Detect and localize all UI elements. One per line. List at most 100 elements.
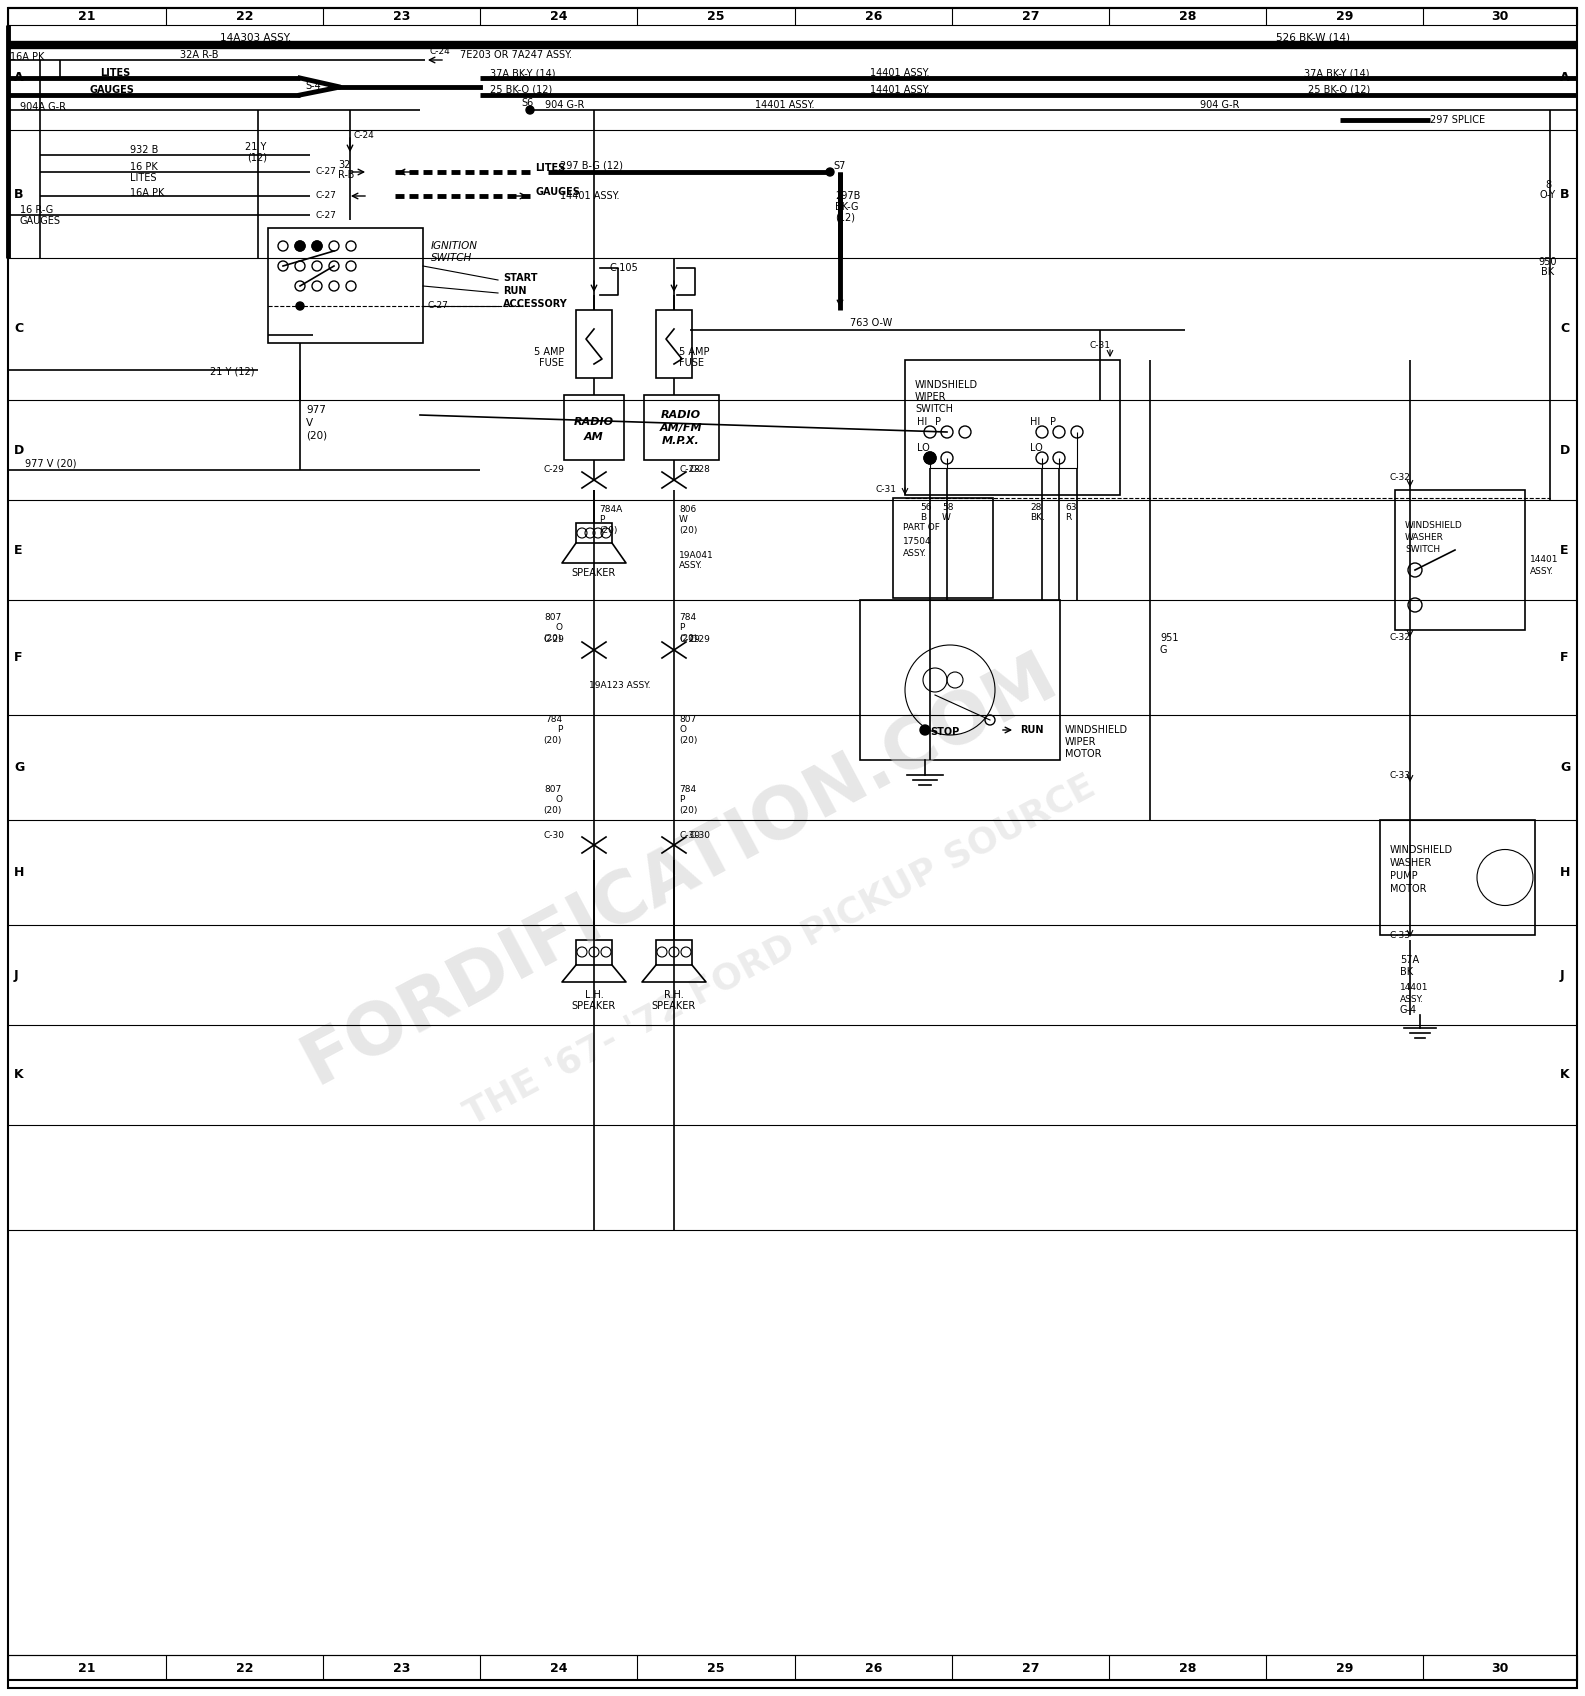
Bar bbox=[656, 940, 693, 965]
Text: 24: 24 bbox=[550, 1662, 567, 1674]
Text: LITES: LITES bbox=[100, 68, 130, 78]
Text: SPEAKER: SPEAKER bbox=[651, 1001, 696, 1011]
Text: R-B: R-B bbox=[338, 170, 355, 180]
Text: BK.: BK. bbox=[1030, 514, 1045, 522]
Text: 807: 807 bbox=[678, 716, 696, 724]
Text: 56: 56 bbox=[919, 504, 932, 512]
Text: R: R bbox=[1065, 514, 1071, 522]
Text: E: E bbox=[1560, 543, 1569, 556]
Bar bbox=[892, 499, 992, 599]
Text: C-29: C-29 bbox=[544, 636, 564, 644]
Text: (20): (20) bbox=[678, 634, 697, 643]
Text: 29: 29 bbox=[1336, 1662, 1354, 1674]
Text: 7E203 OR 7A247 ASSY.: 7E203 OR 7A247 ASSY. bbox=[460, 49, 572, 59]
Text: RADIO: RADIO bbox=[661, 410, 701, 421]
Text: FUSE: FUSE bbox=[678, 358, 704, 368]
Text: (20): (20) bbox=[544, 736, 563, 745]
Text: 58: 58 bbox=[941, 504, 954, 512]
Text: S-4: S-4 bbox=[304, 81, 320, 92]
Text: G: G bbox=[14, 762, 24, 773]
Text: 27: 27 bbox=[1022, 10, 1040, 22]
Text: LO: LO bbox=[1030, 443, 1043, 453]
Text: O: O bbox=[555, 795, 563, 804]
Text: 25 BK-O (12): 25 BK-O (12) bbox=[1308, 85, 1369, 95]
Text: 806: 806 bbox=[678, 505, 696, 514]
Text: 763 O-W: 763 O-W bbox=[850, 319, 892, 327]
Text: H: H bbox=[1560, 867, 1571, 879]
Circle shape bbox=[826, 168, 834, 176]
Text: BK: BK bbox=[1542, 266, 1555, 276]
Text: 30: 30 bbox=[1491, 1662, 1509, 1674]
Bar bbox=[1381, 819, 1534, 934]
Text: K: K bbox=[14, 1068, 24, 1082]
Text: 29: 29 bbox=[1336, 10, 1354, 22]
Text: BK-G: BK-G bbox=[835, 202, 859, 212]
Text: BK: BK bbox=[1400, 967, 1414, 977]
Text: (12): (12) bbox=[835, 214, 854, 222]
Text: WINDSHIELD: WINDSHIELD bbox=[1404, 521, 1463, 529]
Text: C-31: C-31 bbox=[1090, 341, 1111, 349]
Text: 977: 977 bbox=[306, 405, 327, 416]
Text: C-33: C-33 bbox=[1390, 931, 1411, 940]
Text: F: F bbox=[14, 651, 22, 665]
Text: K: K bbox=[1560, 1068, 1569, 1082]
Text: 5 AMP: 5 AMP bbox=[534, 348, 564, 356]
Text: 26: 26 bbox=[865, 1662, 883, 1674]
Text: SWITCH: SWITCH bbox=[431, 253, 472, 263]
Text: C: C bbox=[1560, 322, 1569, 336]
Text: GAUGES: GAUGES bbox=[90, 85, 135, 95]
Text: ACCESSORY: ACCESSORY bbox=[502, 298, 567, 309]
Text: 21 Y: 21 Y bbox=[246, 142, 266, 153]
Text: LO: LO bbox=[918, 443, 930, 453]
Text: FORDIFICATION.COM: FORDIFICATION.COM bbox=[292, 641, 1068, 1099]
Text: WINDSHIELD: WINDSHIELD bbox=[1390, 845, 1453, 855]
Text: P: P bbox=[678, 624, 685, 633]
Text: C-28: C-28 bbox=[678, 465, 701, 475]
Text: G: G bbox=[1560, 762, 1571, 773]
Bar bbox=[905, 360, 1121, 495]
Text: C-27: C-27 bbox=[315, 210, 336, 219]
Text: 16 R-G: 16 R-G bbox=[21, 205, 54, 215]
Text: THE '67- '72 FORD PICKUP SOURCE: THE '67- '72 FORD PICKUP SOURCE bbox=[460, 768, 1102, 1131]
Text: 784: 784 bbox=[545, 716, 563, 724]
Text: 21 Y (12): 21 Y (12) bbox=[209, 366, 255, 377]
Text: 904 G-R: 904 G-R bbox=[545, 100, 585, 110]
Text: 950: 950 bbox=[1539, 258, 1556, 266]
Text: C-31: C-31 bbox=[875, 485, 896, 495]
Text: 904 G-R: 904 G-R bbox=[1200, 100, 1239, 110]
Bar bbox=[575, 522, 612, 543]
Text: 32: 32 bbox=[338, 159, 350, 170]
Text: P: P bbox=[678, 795, 685, 804]
Text: (20): (20) bbox=[678, 736, 697, 745]
Text: P: P bbox=[556, 726, 563, 734]
Text: (20): (20) bbox=[544, 634, 563, 643]
Text: 784A: 784A bbox=[599, 505, 623, 514]
Text: C-28: C-28 bbox=[689, 465, 710, 475]
Text: C-24: C-24 bbox=[353, 131, 374, 139]
Text: SWITCH: SWITCH bbox=[915, 404, 953, 414]
Text: B: B bbox=[14, 188, 24, 200]
Text: D: D bbox=[14, 443, 24, 456]
Text: V: V bbox=[306, 417, 314, 427]
Text: 24: 24 bbox=[550, 10, 567, 22]
Text: G: G bbox=[1160, 644, 1168, 655]
Text: C: C bbox=[14, 322, 24, 336]
Text: RADIO: RADIO bbox=[574, 417, 613, 427]
Text: 19A041: 19A041 bbox=[678, 551, 713, 560]
Text: 14401 ASSY.: 14401 ASSY. bbox=[870, 85, 929, 95]
Text: 8: 8 bbox=[1545, 180, 1552, 190]
Circle shape bbox=[919, 724, 930, 734]
Text: WASHER: WASHER bbox=[1404, 533, 1444, 541]
Text: C-30: C-30 bbox=[544, 831, 564, 840]
Text: 63: 63 bbox=[1065, 504, 1076, 512]
Text: J: J bbox=[14, 968, 19, 982]
Text: C-29: C-29 bbox=[678, 636, 701, 644]
Text: C-33: C-33 bbox=[1390, 770, 1411, 780]
Text: O: O bbox=[678, 726, 686, 734]
Text: 14401 ASSY.: 14401 ASSY. bbox=[754, 100, 815, 110]
Bar bbox=[861, 600, 1060, 760]
Text: 5 AMP: 5 AMP bbox=[678, 348, 710, 356]
Text: S6: S6 bbox=[521, 98, 533, 109]
Text: R.H.: R.H. bbox=[664, 990, 683, 1001]
Text: 22: 22 bbox=[236, 1662, 254, 1674]
